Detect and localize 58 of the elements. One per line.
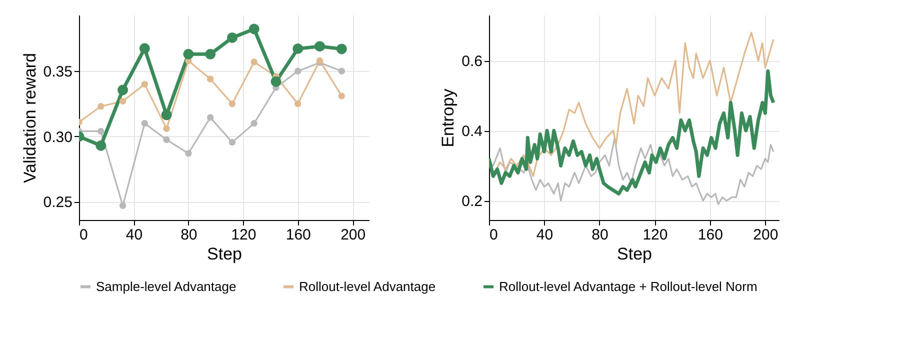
point [294,100,302,108]
point [163,136,170,144]
point [250,58,258,66]
x-tick-label: 200 [753,226,778,244]
y-tick-label: 0.30 [43,128,72,146]
y-tick-label: 0.35 [43,64,72,81]
point [141,120,148,127]
x-tick-label: 0 [490,226,498,244]
x-axis-title: Step [617,244,652,264]
point [98,103,104,110]
point [98,128,104,135]
point [119,202,126,209]
legend-label: Rollout-level Advantage [299,278,436,294]
point [205,48,216,60]
x-tick-label: 40 [536,226,554,244]
y-axis-title: Entropy [438,88,458,148]
point [270,76,282,87]
point [228,100,236,108]
point [294,68,302,74]
point [139,43,150,54]
point [119,98,126,105]
x-tick-label: 80 [592,226,608,244]
legend-label: Rollout-level Advantage + Rollout-level Norm [499,278,758,294]
point [118,84,128,96]
x-tick-label: 160 [698,226,723,244]
x-tick-label: 40 [126,226,143,244]
y-tick-label: 0.4 [462,123,482,140]
point [185,150,192,157]
x-tick-label: 80 [180,226,198,244]
point [228,138,236,146]
point [292,43,304,54]
legend-label: Sample-level Advantage [96,278,236,294]
point [161,110,172,120]
y-tick-label: 0.6 [462,53,482,70]
point [206,114,214,121]
point [226,32,238,43]
line-series [489,69,776,196]
point [250,120,258,127]
point [338,68,345,74]
y-axis-title: Validation reward [20,52,40,184]
line-series [489,136,774,206]
x-tick-label: 120 [642,226,668,244]
point [163,125,170,132]
x-tick-label: 200 [340,226,366,244]
point [336,44,347,54]
point [141,80,148,88]
x-axis-title: Step [207,244,242,264]
y-tick-label: 0.25 [43,194,72,212]
point [206,76,214,82]
point [248,24,260,34]
point [338,92,345,100]
x-tick-label: 160 [286,226,311,244]
point [183,48,194,60]
x-tick-label: 0 [80,226,88,244]
point [96,140,106,151]
x-tick-label: 120 [231,226,256,244]
y-tick-label: 0.2 [462,193,482,210]
point [314,41,325,52]
